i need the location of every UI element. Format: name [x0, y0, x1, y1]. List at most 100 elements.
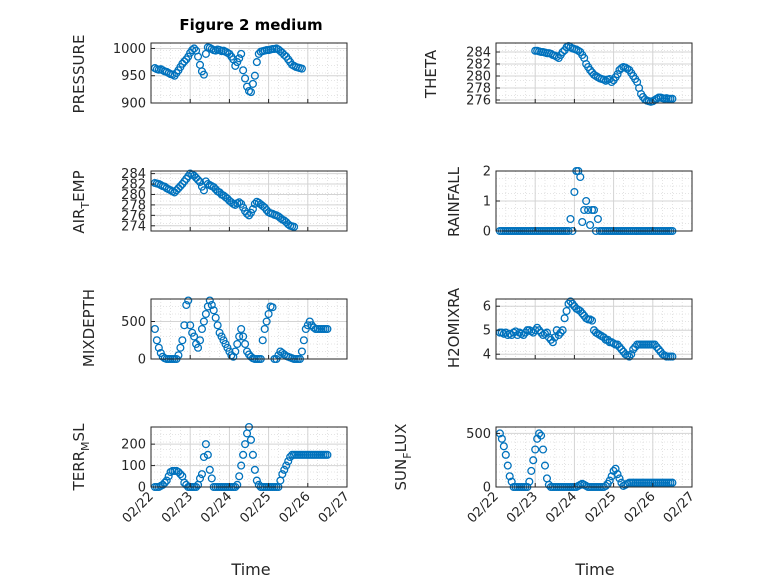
y-tick-label: 2 — [483, 165, 491, 180]
data-point — [237, 324, 246, 334]
data-point — [513, 330, 522, 340]
data-point — [178, 336, 187, 345]
data-point — [207, 474, 216, 483]
panel-rainfall: 0 1 2 — [483, 165, 693, 240]
data-point — [625, 352, 634, 361]
data-point — [195, 336, 205, 345]
data-point — [537, 431, 546, 440]
data-point — [201, 309, 210, 319]
ylabel-air-temp-sub: T — [79, 202, 92, 210]
data-point — [209, 306, 218, 315]
ylabel-terr-main: TERR — [70, 451, 88, 492]
data-point — [231, 61, 240, 70]
data-point — [537, 328, 546, 337]
data-point — [246, 88, 256, 97]
data-point — [193, 52, 203, 61]
data-point — [180, 321, 189, 330]
data-point — [601, 481, 610, 490]
data-point — [278, 470, 287, 479]
data-point — [211, 313, 220, 322]
y-tick-label: 0 — [483, 225, 491, 240]
data-point — [237, 461, 246, 470]
y-tick-label: 0 — [138, 353, 146, 368]
data-point — [589, 205, 599, 215]
data-point — [570, 187, 579, 197]
data-point — [629, 345, 638, 354]
data-point — [176, 343, 185, 352]
data-point — [258, 336, 267, 345]
panel-mixdepth: 0 500 — [121, 296, 348, 368]
data-point — [241, 74, 250, 83]
data-point — [297, 347, 306, 356]
panel-pressure: 900 950 1000 — [113, 42, 348, 112]
data-point — [193, 175, 203, 184]
data-point — [199, 70, 208, 79]
data-point — [505, 472, 514, 481]
data-point — [160, 478, 169, 487]
y-tick-label: 500 — [121, 315, 146, 330]
data-point — [280, 465, 289, 474]
ylabel-h2omixra: H2OMIXRA — [445, 287, 463, 368]
y-tick-label: 278 — [466, 82, 491, 97]
data-point — [580, 205, 589, 215]
ylabel-air-temp: AIRTEMP — [70, 170, 92, 233]
data-point — [560, 314, 569, 323]
data-point — [652, 342, 661, 352]
y-tick-label: 278 — [121, 198, 146, 213]
data-point — [250, 199, 259, 208]
ylabel-sun-rest: LUX — [392, 424, 410, 453]
data-point — [190, 332, 199, 341]
data-point — [199, 317, 208, 326]
data-point — [568, 299, 577, 308]
data-point — [613, 70, 622, 79]
data-point — [184, 52, 193, 61]
y-tick-label: 274 — [121, 219, 146, 234]
data-point — [586, 220, 595, 230]
data-point — [503, 461, 512, 470]
data-point — [199, 452, 208, 462]
data-point — [615, 342, 624, 352]
ylabel-terr-sub: M — [79, 441, 92, 451]
data-point — [650, 340, 659, 349]
y-tick-label: 200 — [121, 438, 146, 453]
data-point — [582, 196, 591, 206]
data-point — [617, 345, 626, 354]
ylabel-terr-rest: SL — [70, 423, 88, 442]
data-point — [231, 347, 240, 356]
y-tick-label: 284 — [466, 46, 491, 61]
data-point — [262, 317, 271, 326]
data-point — [535, 429, 544, 438]
data-point — [188, 46, 197, 55]
data-point — [593, 214, 602, 224]
data-point — [229, 352, 238, 361]
data-point — [299, 336, 308, 345]
y-tick-label: 282 — [466, 58, 491, 73]
data-point — [180, 57, 189, 66]
data-point — [615, 474, 624, 483]
data-point — [241, 440, 250, 449]
data-point — [233, 480, 242, 489]
xlabel-right: Time — [574, 560, 614, 579]
data-point — [531, 445, 540, 454]
data-point — [587, 316, 597, 325]
data-point — [239, 450, 248, 459]
data-point — [164, 472, 173, 481]
xlabel-left: Time — [230, 560, 270, 579]
data-point — [252, 58, 261, 67]
y-tick-label: 284 — [121, 167, 146, 182]
data-point — [654, 345, 663, 354]
panel-h2omixra: 4 5 6 — [483, 297, 693, 363]
ylabel-sun-main: SUN — [392, 459, 410, 491]
data-point — [260, 324, 269, 334]
data-point — [668, 478, 677, 487]
y-tick-label: 6 — [483, 300, 491, 315]
axes-box — [495, 298, 693, 360]
data-point — [246, 435, 256, 444]
ylabel-theta: THETA — [422, 49, 440, 99]
data-point — [195, 474, 205, 483]
data-point — [176, 182, 185, 191]
data-point — [239, 66, 248, 75]
data-point — [525, 477, 534, 486]
ylabel-terr-msl: TERRMSL — [70, 423, 92, 492]
